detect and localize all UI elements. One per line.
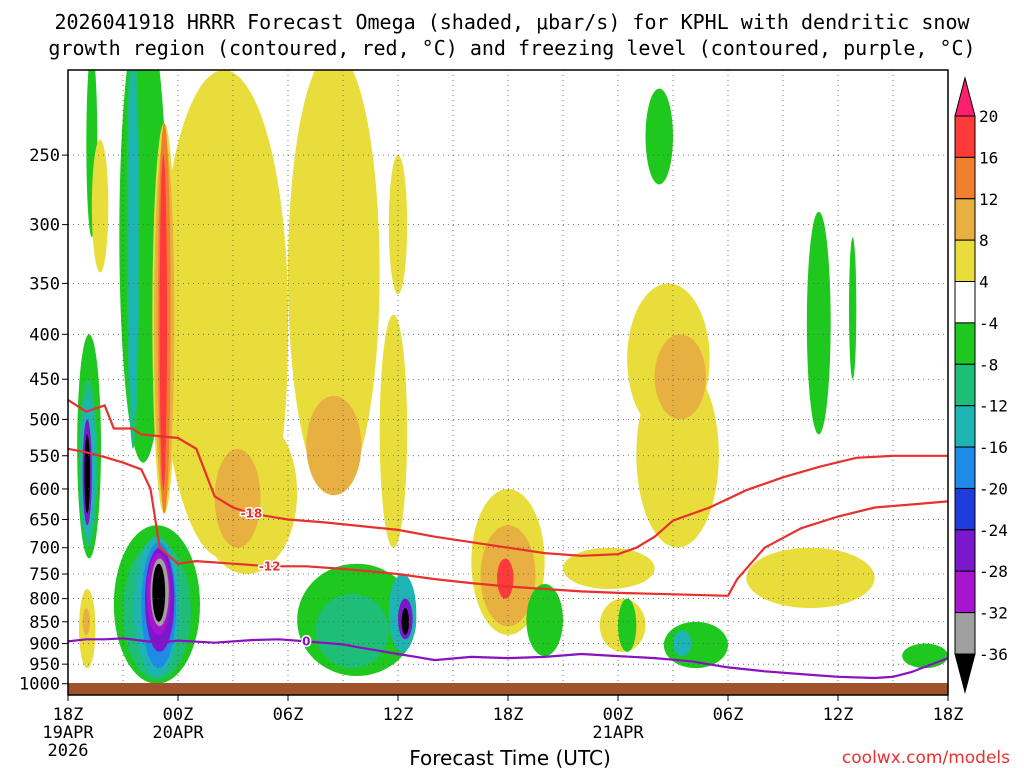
plot-area: -18 -12 0 <box>67 69 949 696</box>
ground-surface-bar <box>68 683 948 695</box>
x-tick-date-6: 20APR <box>152 723 204 743</box>
y-tick-label-800: 800 <box>29 590 60 610</box>
omega-region-40 <box>497 558 514 599</box>
y-tick-label-400: 400 <box>29 325 60 345</box>
colorbar-label--12: -12 <box>979 397 1008 416</box>
y-tick-label-950: 950 <box>29 655 60 675</box>
colorbar-swatch-3 <box>954 198 976 241</box>
colorbar-label-8: 8 <box>979 231 989 250</box>
colorbar-swatch-8 <box>954 405 976 448</box>
colorbar-label-12: 12 <box>979 190 998 209</box>
omega-region-53 <box>746 547 875 609</box>
omega-region-52 <box>849 237 857 380</box>
y-tick-label-350: 350 <box>29 274 60 294</box>
y-tick-label-550: 550 <box>29 447 60 467</box>
x-tick-label-42: 12Z <box>823 705 854 725</box>
colorbar-swatch-4 <box>954 239 976 283</box>
y-tick-label-500: 500 <box>29 410 60 430</box>
omega-region-31 <box>152 563 166 622</box>
omega-region-46 <box>654 334 706 420</box>
x-tick-label-48: 18Z <box>933 705 964 725</box>
omega-region-1 <box>91 139 109 273</box>
x-tick-date-30: 21APR <box>592 723 644 743</box>
colorbar-swatch-10 <box>954 487 976 531</box>
y-tick-label-850: 850 <box>29 613 60 633</box>
x-tick-label-18: 12Z <box>383 705 414 725</box>
x-tick-label-6: 00Z <box>163 705 194 725</box>
contour-label--18C: -18 <box>240 507 262 521</box>
omega-region-4 <box>128 70 138 420</box>
colorbar-swatch-1 <box>954 115 976 158</box>
x-tick-label-0: 18Z <box>53 705 84 725</box>
omega-region-7 <box>288 70 380 496</box>
omega-shading-layer <box>77 70 948 684</box>
y-tick-label-750: 750 <box>29 565 60 585</box>
y-tick-label-250: 250 <box>29 146 60 166</box>
omega-region-33 <box>315 593 389 669</box>
y-tick-label-450: 450 <box>29 370 60 390</box>
y-tick-label-1000: 1000 <box>19 675 60 695</box>
colorbar-label-20: 20 <box>979 107 998 126</box>
omega-region-47 <box>645 88 673 185</box>
omega-region-12 <box>306 395 362 496</box>
y-tick-label-600: 600 <box>29 480 60 500</box>
x-tick-label-30: 00Z <box>603 705 634 725</box>
omega-region-50 <box>673 630 692 657</box>
contour-label-0C: 0 <box>302 634 310 648</box>
colorbar-label--4: -4 <box>979 314 998 333</box>
y-tick-label-700: 700 <box>29 539 60 559</box>
colorbar-swatch-11 <box>954 529 976 572</box>
omega-region-54 <box>902 643 948 669</box>
y-tick-label-900: 900 <box>29 635 60 655</box>
colorbar-swatch-9 <box>954 446 976 489</box>
omega-region-11 <box>214 448 261 548</box>
omega-region-21 <box>84 434 90 514</box>
x-tick-label-36: 06Z <box>713 705 744 725</box>
omega-region-8 <box>379 314 408 548</box>
colorbar: 20 16 12 8 4 -4 -8 -12 -16 -20 -24 -28 -32 -36 <box>954 76 1008 694</box>
omega-region-48 <box>618 598 637 652</box>
colorbar-label--8: -8 <box>979 355 998 374</box>
contour-label--12C: -12 <box>259 559 281 573</box>
colorbar-swatch-7 <box>954 363 976 407</box>
colorbar-label-16: 16 <box>979 148 998 167</box>
x-tick-date-0: 19APR <box>42 723 94 743</box>
colorbar-label--32: -32 <box>979 604 1008 623</box>
colorbar-label--36: -36 <box>979 645 1008 664</box>
colorbar-swatch-5 <box>954 281 976 324</box>
colorbar-bottom-arrow <box>954 653 976 694</box>
omega-region-23 <box>82 608 91 635</box>
colorbar-swatch-2 <box>954 156 976 200</box>
colorbar-swatch-12 <box>954 570 976 614</box>
colorbar-label--24: -24 <box>979 521 1008 540</box>
omega-region-16 <box>159 155 167 489</box>
colorbar-label--28: -28 <box>979 562 1008 581</box>
omega-region-41 <box>526 584 564 657</box>
contour--12C <box>68 447 948 597</box>
chart-title-line-2: growth region (contoured, red, °C) and f… <box>48 36 975 60</box>
x-axis-label: Forecast Time (UTC) <box>409 746 611 768</box>
x-tick-label-24: 18Z <box>493 705 524 725</box>
y-tick-label-650: 650 <box>29 510 60 530</box>
colorbar-top-arrow <box>954 76 976 117</box>
y-axis: 2503003504004505005506006507007508008509… <box>19 146 68 695</box>
y-tick-label-300: 300 <box>29 216 60 236</box>
omega-region-42 <box>563 547 655 589</box>
x-tick-label-12: 06Z <box>273 705 304 725</box>
colorbar-swatch-6 <box>954 322 976 365</box>
contour--18C <box>68 398 948 557</box>
colorbar-label--20: -20 <box>979 479 1008 498</box>
chart-title-line-1: 2026041918 HRRR Forecast Omega (shaded, … <box>54 10 970 34</box>
colorbar-label-4: 4 <box>979 273 989 292</box>
colorbar-label--16: -16 <box>979 438 1008 457</box>
contour-0C <box>68 637 948 680</box>
omega-region-51 <box>806 211 831 435</box>
contour-layer: -18 -12 0 <box>68 398 948 680</box>
x-tick-year-0: 2026 <box>48 741 89 761</box>
omega-region-36 <box>401 608 410 635</box>
colorbar-swatch-13 <box>954 612 976 655</box>
credit-text[interactable]: coolwx.com/models <box>842 748 1010 768</box>
